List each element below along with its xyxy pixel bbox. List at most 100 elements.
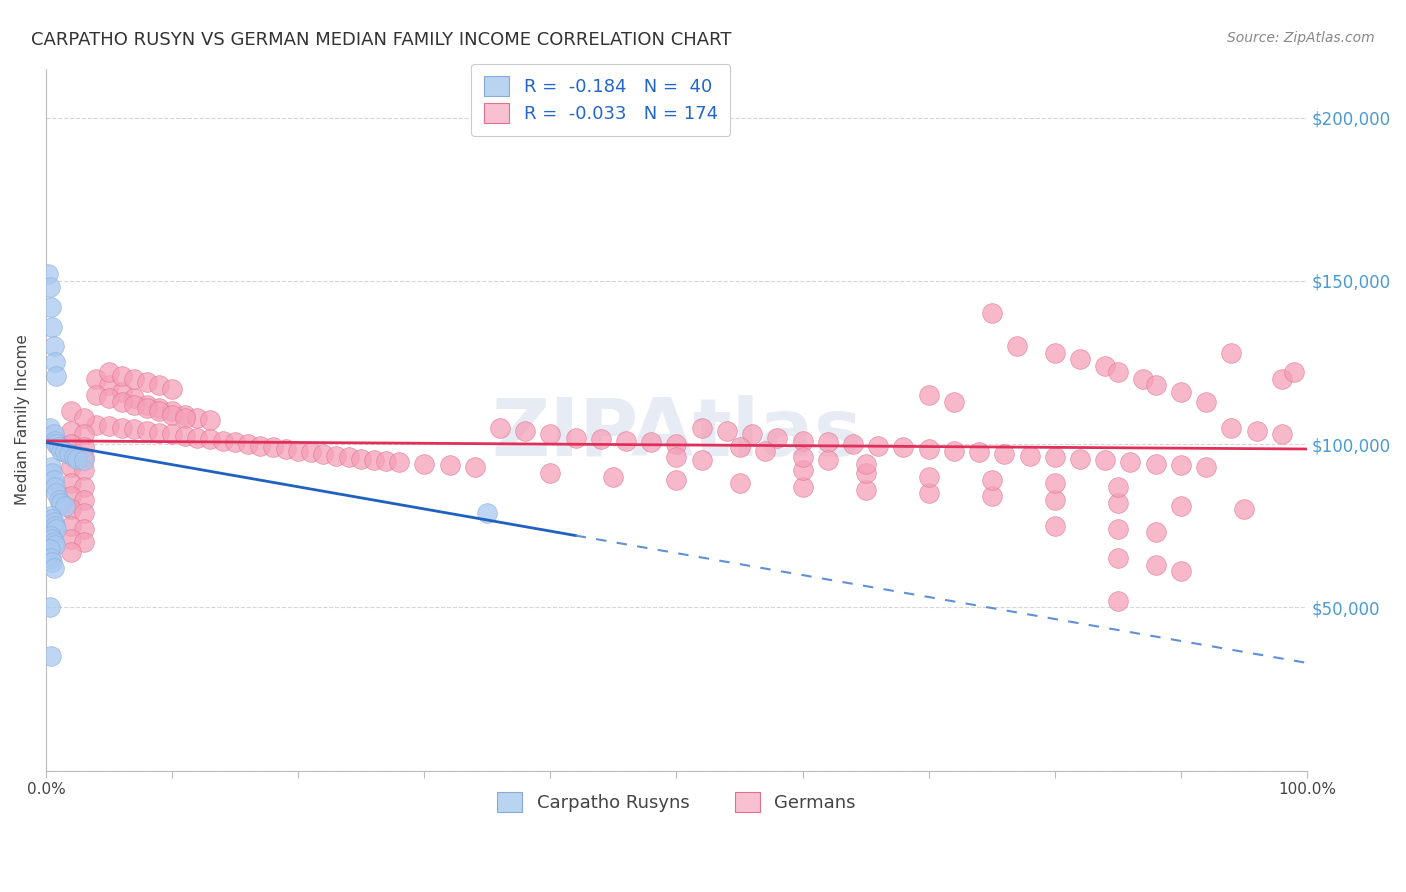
Point: [42, 473, 65, 487]
Text: ZIPAtlas: ZIPAtlas: [491, 394, 862, 473]
Point: [489, 421, 512, 435]
Point: [766, 431, 789, 445]
Point: [173, 411, 195, 425]
Point: [893, 441, 915, 455]
Point: [45, 437, 67, 451]
Point: [1107, 594, 1129, 608]
Point: [792, 434, 814, 448]
Point: [1144, 457, 1167, 471]
Point: [41, 512, 63, 526]
Point: [1107, 551, 1129, 566]
Point: [980, 489, 1002, 503]
Point: [249, 439, 271, 453]
Point: [45, 368, 67, 383]
Point: [1284, 365, 1306, 379]
Point: [1043, 450, 1066, 465]
Point: [39, 508, 62, 523]
Point: [1144, 378, 1167, 392]
Point: [211, 434, 233, 448]
Point: [41, 467, 63, 481]
Point: [1107, 479, 1129, 493]
Point: [45, 522, 67, 536]
Point: [160, 427, 183, 442]
Point: [60, 447, 83, 461]
Point: [160, 408, 183, 422]
Point: [262, 441, 284, 455]
Point: [754, 443, 776, 458]
Point: [42, 535, 65, 549]
Point: [39, 300, 62, 314]
Point: [135, 375, 157, 389]
Point: [1043, 492, 1066, 507]
Point: [60, 489, 83, 503]
Point: [589, 432, 612, 446]
Point: [42, 339, 65, 353]
Point: [817, 453, 839, 467]
Point: [73, 427, 96, 442]
Point: [236, 437, 259, 451]
Point: [918, 469, 941, 483]
Point: [665, 473, 688, 487]
Point: [413, 457, 436, 471]
Point: [49, 496, 72, 510]
Point: [73, 411, 96, 425]
Point: [942, 394, 965, 409]
Point: [564, 431, 586, 445]
Point: [515, 424, 537, 438]
Point: [716, 424, 738, 438]
Point: [312, 447, 335, 461]
Point: [53, 445, 76, 459]
Point: [1107, 365, 1129, 379]
Point: [980, 473, 1002, 487]
Point: [45, 486, 67, 500]
Point: [39, 551, 62, 566]
Point: [111, 394, 134, 409]
Text: CARPATHO RUSYN VS GERMAN MEDIAN FAMILY INCOME CORRELATION CHART: CARPATHO RUSYN VS GERMAN MEDIAN FAMILY I…: [31, 31, 731, 49]
Point: [60, 518, 83, 533]
Point: [122, 398, 145, 412]
Point: [98, 378, 121, 392]
Point: [60, 437, 83, 451]
Point: [122, 392, 145, 406]
Point: [464, 459, 486, 474]
Point: [817, 435, 839, 450]
Point: [1271, 427, 1294, 442]
Point: [728, 441, 751, 455]
Point: [38, 280, 60, 294]
Point: [1170, 384, 1192, 399]
Point: [173, 408, 195, 422]
Point: [274, 442, 297, 456]
Point: [325, 449, 347, 463]
Point: [135, 398, 157, 412]
Point: [1233, 502, 1256, 516]
Point: [98, 365, 121, 379]
Point: [1107, 522, 1129, 536]
Point: [690, 421, 713, 435]
Point: [993, 447, 1015, 461]
Point: [1119, 455, 1142, 469]
Point: [39, 459, 62, 474]
Point: [44, 479, 66, 493]
Point: [148, 378, 170, 392]
Point: [1220, 421, 1243, 435]
Point: [439, 458, 461, 473]
Point: [1170, 458, 1192, 473]
Point: [868, 439, 890, 453]
Y-axis label: Median Family Income: Median Family Income: [15, 334, 30, 505]
Point: [160, 404, 183, 418]
Point: [60, 404, 83, 418]
Point: [792, 463, 814, 477]
Point: [363, 453, 385, 467]
Point: [44, 518, 66, 533]
Point: [1144, 525, 1167, 540]
Point: [388, 455, 411, 469]
Point: [38, 600, 60, 615]
Point: [1195, 394, 1218, 409]
Point: [842, 437, 865, 451]
Point: [665, 450, 688, 465]
Point: [350, 451, 373, 466]
Point: [111, 421, 134, 435]
Point: [38, 541, 60, 556]
Point: [73, 479, 96, 493]
Point: [73, 522, 96, 536]
